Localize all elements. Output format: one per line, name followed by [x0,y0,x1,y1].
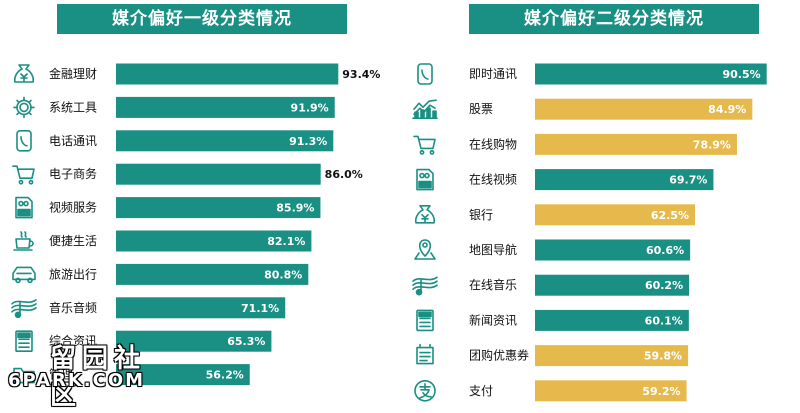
category-label: 系统工具 [49,100,97,114]
value-label: 91.3% [289,135,327,148]
phone-icon [417,63,433,85]
bar [535,239,691,261]
bar [116,197,321,219]
category-label: 旅游出行 [49,267,97,281]
shopping-cart-icon [12,165,35,185]
bar [535,345,689,367]
coupon-icon [416,343,434,365]
category-label: 在线购物 [469,136,517,151]
watermark: 留园社区 6PARK.COM [8,338,158,411]
music-icon [412,276,438,296]
car-icon [12,266,36,284]
watermark-cn: 留园社区 [50,344,147,411]
value-label: 78.9% [693,138,731,151]
news-icon [416,309,434,332]
video-icon [15,196,33,219]
category-label: 综合资讯 [49,333,97,348]
bar [116,163,321,185]
category-label: 视频服务 [49,200,97,215]
value-label: 80.8% [264,268,302,281]
bar [535,204,695,226]
coffee-cup-icon [13,231,34,251]
category-label: 团购优惠券 [469,348,529,363]
value-label: 62.5% [651,209,689,222]
watermark-en: 6PARK.COM [8,370,146,391]
bar [116,297,286,319]
bar [116,130,334,152]
category-label: 银行 [469,208,493,222]
video-icon [416,168,434,191]
value-label: 59.8% [644,350,682,363]
category-label: 音乐音频 [49,300,97,315]
value-label: 82.1% [267,235,305,248]
shopping-cart-icon [413,135,436,155]
chart-panel-right: 即时通讯 90.5% 股票 84.9% 在线购物 78.9% 在线视频 69.7% 银行 62.5… [412,63,767,402]
category-label: 在线音乐 [469,277,517,292]
value-label: 85.9% [276,202,314,215]
map-pin-icon [414,239,436,260]
bar [116,364,250,386]
value-label: 69.7% [669,174,707,187]
value-label: 91.9% [291,101,329,114]
category-label: 新闻资讯 [469,312,517,327]
news-icon [15,330,33,353]
category-label: 金融理财 [49,66,97,81]
music-icon [11,298,37,319]
chart-title-right: 媒介偏好二级分类情况 [469,4,759,34]
bar [535,63,767,85]
value-label: 65.3% [227,335,265,348]
value-label: 59.2% [642,385,680,398]
category-label: 便捷生活 [49,234,97,248]
value-label: 71.1% [241,302,279,315]
alipay-icon [414,379,436,402]
category-label: 管理 [49,367,73,382]
value-label: 86.0% [325,168,363,181]
bar [535,380,687,402]
bar [116,63,339,85]
value-label: 60.6% [646,244,684,257]
bar [535,274,690,296]
category-label: 电子商务 [49,166,97,181]
folder-icon [13,367,35,384]
bar [535,169,714,191]
chart-panel-left: 金融理财 93.4% 系统工具 91.9% 电话通讯 91.3% 电子商务 86.0% 视频服务… [11,63,380,386]
value-label: 90.5% [723,68,761,81]
chart-title-left: 媒介偏好一级分类情况 [57,4,347,34]
value-label: 56.2% [206,369,244,382]
category-label: 支付 [469,384,493,398]
category-label: 股票 [469,102,493,116]
bar [535,98,753,120]
stock-chart-icon [412,99,438,119]
value-label: 60.2% [645,279,683,292]
category-label: 电话通讯 [49,134,97,148]
gear-icon [13,96,35,119]
value-label: 93.4% [342,68,380,81]
category-label: 在线视频 [469,172,517,187]
bar [535,133,737,155]
money-bag-icon [13,64,35,83]
bar [116,230,312,252]
bar [116,330,272,352]
category-label: 地图导航 [469,242,517,257]
value-label: 60.1% [645,314,683,327]
bar [116,263,309,285]
bar [535,309,689,331]
phone-icon [16,130,32,152]
value-label: 84.9% [708,103,746,116]
money-bag-icon [414,205,436,224]
category-label: 即时通讯 [469,67,517,81]
bar [116,96,335,118]
